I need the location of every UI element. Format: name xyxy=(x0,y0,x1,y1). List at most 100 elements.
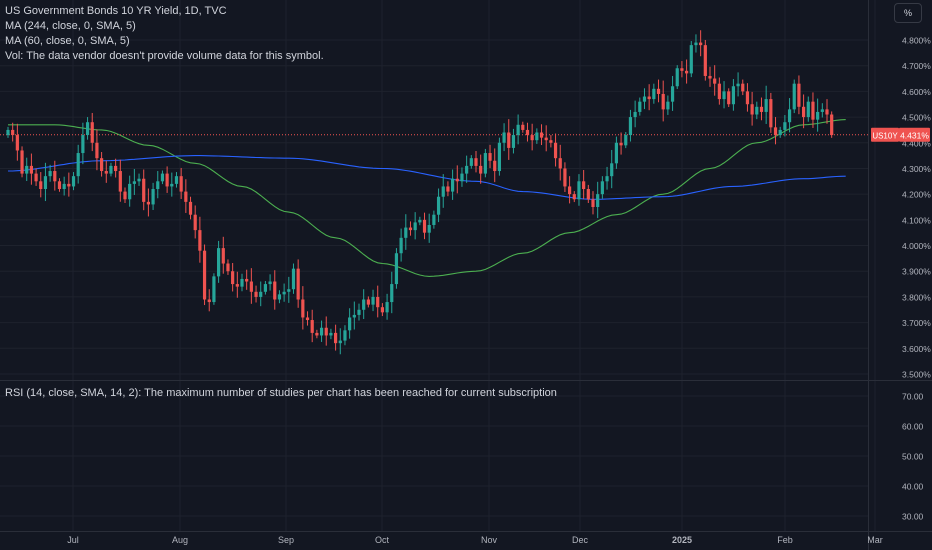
candle-body xyxy=(539,132,544,138)
candle-body xyxy=(123,191,127,200)
price-tick-label: 4.800% xyxy=(902,36,931,46)
candle-body xyxy=(352,314,356,318)
candle-body xyxy=(25,165,29,174)
candle-body xyxy=(469,158,473,166)
candle-body xyxy=(811,101,815,120)
candle-body xyxy=(703,45,707,76)
candle-body xyxy=(376,296,380,308)
candle-body xyxy=(324,327,328,336)
candle-body xyxy=(572,194,576,200)
candle-body xyxy=(348,317,352,331)
price-tick-label: 3.900% xyxy=(902,267,931,277)
candle-body xyxy=(507,132,511,148)
candle-body xyxy=(666,101,670,110)
candle-body xyxy=(362,299,366,310)
candle-body xyxy=(652,88,656,100)
candle-body xyxy=(418,219,422,223)
candle-body xyxy=(689,45,693,74)
price-tick-label: 4.300% xyxy=(902,164,931,174)
candle-body xyxy=(778,129,782,136)
candle-body xyxy=(165,173,169,187)
price-tick-label: 4.400% xyxy=(902,138,931,148)
candle-body xyxy=(493,160,497,172)
candle-body xyxy=(170,183,174,187)
candle-body xyxy=(619,142,623,146)
percent-icon: % xyxy=(903,8,912,18)
candle-body xyxy=(20,150,24,174)
rsi-tick-label: 30.00 xyxy=(902,512,924,522)
candle-body xyxy=(642,96,647,102)
candle-body xyxy=(160,173,165,182)
candle-body xyxy=(460,173,464,182)
price-axis[interactable]: 4.800% 4.700% 4.600% 4.500% 4.400% 4.300% 4.20… xyxy=(902,36,931,380)
price-tick-label: 4.600% xyxy=(902,87,931,97)
chart-legend: US Government Bonds 10 YR Yield, 1D, TVC… xyxy=(5,4,324,64)
price-tick-label: 4.500% xyxy=(902,113,931,123)
candle-body xyxy=(81,135,85,154)
candle-body xyxy=(628,117,633,136)
candle-body xyxy=(104,171,108,174)
candle-body xyxy=(769,99,773,128)
rsi-axis[interactable]: 70.00 60.00 50.00 40.00 30.00 xyxy=(902,392,924,522)
candle-body xyxy=(277,294,282,300)
candle-body xyxy=(146,201,150,205)
candle-body xyxy=(638,101,642,112)
candle-body xyxy=(474,158,478,166)
candle-body xyxy=(582,181,586,190)
ma60-legend[interactable]: MA (60, close, 0, SMA, 5) xyxy=(5,35,130,47)
time-axis[interactable]: Jul Aug Sep Oct Nov Dec 2025 Feb Mar xyxy=(67,535,883,545)
candle-body xyxy=(755,106,759,115)
candle-body xyxy=(432,214,436,225)
candle-body xyxy=(319,327,324,336)
unit-toggle-button[interactable]: % xyxy=(894,3,922,23)
candle-body xyxy=(792,83,796,110)
candle-body xyxy=(699,42,703,46)
candle-body xyxy=(39,181,43,190)
candle-body xyxy=(745,91,750,105)
ma244-legend[interactable]: MA (244, close, 0, SMA, 5) xyxy=(5,20,136,32)
candle-body xyxy=(310,320,314,333)
price-tag xyxy=(899,127,930,142)
candle-body xyxy=(15,135,19,151)
candle-body xyxy=(408,227,413,231)
candle-body xyxy=(741,83,745,92)
candle-body xyxy=(497,142,501,172)
candle-body xyxy=(685,70,689,74)
symbol-title[interactable]: US Government Bonds 10 YR Yield, 1D, TVC xyxy=(5,5,227,17)
candle-body xyxy=(226,263,230,272)
price-tag-text: 4.431% xyxy=(900,130,929,140)
time-tick-label: Mar xyxy=(867,535,883,545)
candle-body xyxy=(399,237,403,254)
candle-body xyxy=(530,135,534,141)
price-tick-label: 3.700% xyxy=(902,318,931,328)
candle-body xyxy=(436,196,441,215)
time-tick-label: 2025 xyxy=(672,535,692,545)
time-tick-label: Oct xyxy=(375,535,390,545)
candle-body xyxy=(502,132,506,143)
candle-body xyxy=(820,109,824,112)
candle-body xyxy=(62,183,66,190)
ma-line xyxy=(8,119,846,277)
candle-body xyxy=(516,124,520,136)
price-tick-label: 4.000% xyxy=(902,241,931,251)
time-tick-label: Nov xyxy=(481,535,498,545)
candle-body xyxy=(614,142,618,164)
candle-body xyxy=(441,186,445,197)
candle-body xyxy=(174,176,179,184)
candle-body xyxy=(90,122,94,143)
candle-body xyxy=(521,124,525,130)
candle-body xyxy=(263,284,267,292)
candle-body xyxy=(301,299,305,318)
candle-body xyxy=(446,186,450,192)
candle-body xyxy=(680,68,684,71)
candle-body xyxy=(329,332,333,336)
candle-body xyxy=(193,214,197,231)
candle-body xyxy=(549,140,553,143)
candle-body xyxy=(483,153,487,174)
candle-body xyxy=(240,278,244,287)
candle-body xyxy=(670,86,675,102)
candle-body xyxy=(249,281,253,292)
ma-line xyxy=(8,155,846,200)
candle-body xyxy=(118,171,122,192)
